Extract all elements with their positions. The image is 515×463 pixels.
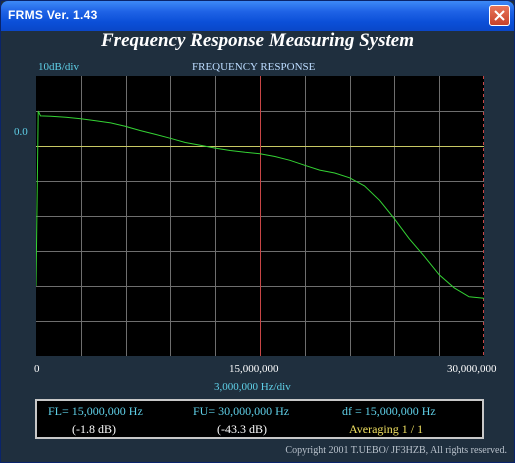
measurement-info-panel: FL= 15,000,000 Hz FU= 30,000,000 Hz df =… bbox=[35, 399, 484, 439]
averaging-status: Averaging 1 / 1 bbox=[349, 422, 424, 436]
x-tick-label: 0 bbox=[34, 363, 40, 375]
delta-frequency-value: df = 15,000,000 Hz bbox=[342, 404, 436, 418]
app-heading: Frequency Response Measuring System bbox=[101, 30, 414, 51]
lower-frequency-db: (-1.8 dB) bbox=[72, 422, 116, 436]
x-tick-label: 30,000,000 bbox=[447, 363, 497, 375]
upper-frequency-db: (-43.3 dB) bbox=[217, 422, 267, 436]
copyright-notice: Copyright 2001 T.UEBO/ JF3HZB, All right… bbox=[285, 445, 507, 456]
title-bar[interactable]: FRMS Ver. 1.43 bbox=[1, 1, 514, 31]
y-scale-label: 10dB/div bbox=[38, 61, 79, 73]
plot-area[interactable] bbox=[35, 76, 485, 356]
lower-frequency-value: FL= 15,000,000 Hz bbox=[48, 404, 143, 418]
upper-frequency-value: FU= 30,000,000 Hz bbox=[193, 404, 290, 418]
frequency-response-chart bbox=[35, 76, 485, 356]
window-title: FRMS Ver. 1.43 bbox=[8, 8, 98, 22]
x-tick-label: 15,000,000 bbox=[229, 363, 279, 375]
close-icon bbox=[494, 10, 505, 21]
zero-db-label: 0.0 bbox=[14, 126, 28, 138]
response-trace bbox=[35, 110, 485, 299]
chart-title: FREQUENCY RESPONSE bbox=[192, 61, 316, 73]
x-scale-label: 3,000,000 Hz/div bbox=[214, 381, 291, 393]
close-button[interactable] bbox=[489, 5, 510, 26]
